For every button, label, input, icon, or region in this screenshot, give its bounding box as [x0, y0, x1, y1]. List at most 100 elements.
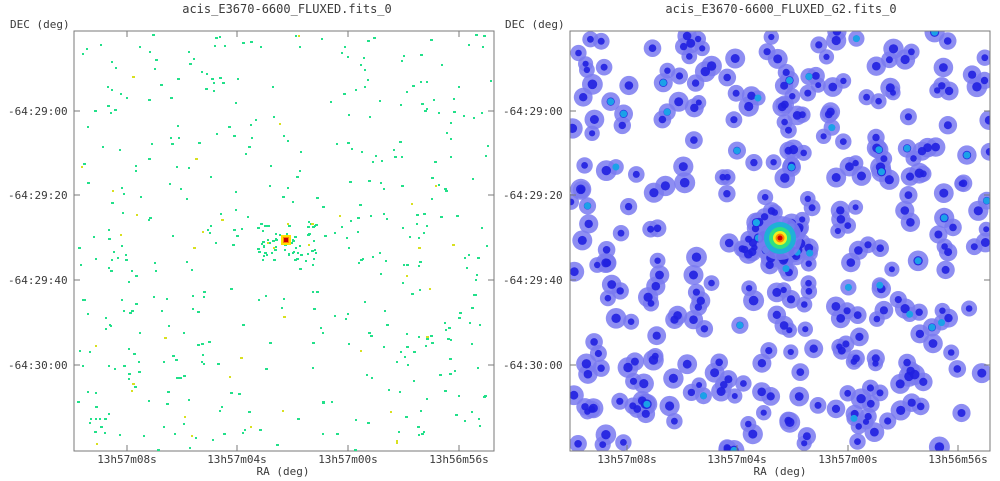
- smoothed-blob: [802, 326, 809, 333]
- smoothed-blob: [801, 301, 808, 308]
- smoothed-blob: [780, 173, 790, 183]
- smoothed-blob: [679, 177, 690, 188]
- smoothed-blob: [919, 170, 927, 178]
- smoothed-blob: [806, 249, 814, 257]
- count-pixel: [163, 361, 165, 363]
- smoothed-blob: [710, 368, 720, 378]
- smoothed-blob: [805, 260, 812, 267]
- smoothed-blob: [584, 219, 593, 229]
- smoothed-blob: [679, 42, 688, 51]
- count-pixel: [221, 406, 223, 408]
- smoothed-blob: [943, 37, 952, 45]
- count-pixel: [283, 316, 286, 318]
- smoothed-blob: [777, 235, 783, 241]
- count-pixel: [388, 389, 390, 391]
- count-pixel: [104, 418, 107, 420]
- smoothed-blob: [896, 405, 906, 415]
- smoothed-blob: [928, 323, 936, 331]
- count-pixel: [312, 291, 314, 293]
- count-pixel: [121, 245, 123, 247]
- count-pixel: [119, 149, 121, 151]
- count-pixel: [287, 223, 289, 225]
- smoothed-blob: [715, 358, 723, 367]
- count-pixel: [367, 422, 370, 424]
- smoothed-blob: [958, 180, 965, 187]
- count-pixel: [441, 64, 443, 66]
- count-pixel: [349, 181, 352, 183]
- count-pixel: [406, 91, 408, 93]
- count-pixel: [381, 160, 383, 162]
- count-pixel: [486, 245, 488, 247]
- count-pixel: [151, 143, 153, 145]
- count-pixel: [241, 228, 243, 230]
- count-pixel: [383, 213, 385, 215]
- count-pixel: [163, 426, 165, 428]
- count-pixel: [426, 338, 429, 340]
- count-pixel: [221, 219, 224, 221]
- count-pixel: [433, 99, 435, 101]
- count-pixel: [405, 416, 408, 418]
- count-pixel: [219, 77, 222, 79]
- count-pixel: [481, 227, 483, 229]
- count-pixel: [430, 335, 433, 337]
- count-pixel: [421, 433, 424, 435]
- count-pixel: [483, 35, 486, 37]
- smoothed-blob: [682, 31, 692, 41]
- count-pixel: [322, 206, 325, 208]
- smoothed-blob: [649, 188, 659, 198]
- count-pixel: [131, 390, 133, 392]
- count-pixel: [423, 213, 426, 215]
- count-pixel: [316, 291, 319, 293]
- count-pixel: [82, 365, 84, 367]
- smoothed-blob: [629, 402, 637, 410]
- count-pixel: [115, 67, 117, 69]
- count-pixel: [283, 298, 285, 300]
- count-pixel: [105, 328, 107, 330]
- count-pixel: [219, 36, 221, 38]
- count-pixel: [435, 185, 437, 187]
- smoothed-blob: [906, 366, 915, 376]
- count-pixel: [272, 240, 275, 242]
- count-pixel: [468, 44, 470, 46]
- smoothed-blob: [857, 171, 866, 181]
- count-pixel: [458, 86, 460, 88]
- smoothed-blob: [823, 53, 830, 61]
- smoothed-blob: [601, 258, 611, 268]
- smoothed-blob: [915, 329, 925, 339]
- count-pixel: [476, 274, 478, 276]
- right-image-frame[interactable]: [569, 30, 991, 452]
- smoothed-blob: [660, 181, 671, 191]
- count-pixel: [341, 226, 343, 228]
- count-pixel: [431, 342, 434, 344]
- smoothed-blob: [692, 288, 701, 296]
- count-pixel: [114, 109, 117, 111]
- smoothed-blob: [840, 77, 847, 85]
- count-pixel: [148, 158, 151, 160]
- count-pixel: [215, 242, 217, 244]
- count-pixel: [385, 260, 387, 262]
- smoothed-blob: [855, 423, 862, 430]
- count-pixel: [261, 243, 263, 245]
- smoothed-blob: [648, 44, 657, 52]
- smoothed-blob: [570, 198, 575, 206]
- smoothed-blob: [607, 280, 617, 289]
- smoothed-blob: [665, 401, 675, 411]
- smoothed-blob: [885, 56, 893, 64]
- smoothed-blob: [786, 76, 793, 84]
- smoothed-blob: [647, 225, 655, 233]
- count-pixel: [380, 273, 382, 275]
- count-pixel: [210, 176, 212, 178]
- smoothed-blob: [599, 441, 607, 448]
- smoothed-blob: [831, 404, 841, 413]
- smoothed-blob: [787, 348, 794, 356]
- smoothed-blob: [716, 387, 726, 396]
- smoothed-blob: [831, 173, 841, 182]
- smoothed-blob: [815, 41, 823, 49]
- right-x-tick-1: 13h57m04s: [707, 453, 767, 466]
- count-pixel: [247, 216, 249, 218]
- count-pixel: [275, 233, 277, 235]
- smoothed-blob: [700, 392, 707, 400]
- smoothed-blob: [570, 123, 578, 133]
- left-y-tick-2: -64:29:40: [8, 274, 68, 287]
- smoothed-blob: [589, 130, 596, 137]
